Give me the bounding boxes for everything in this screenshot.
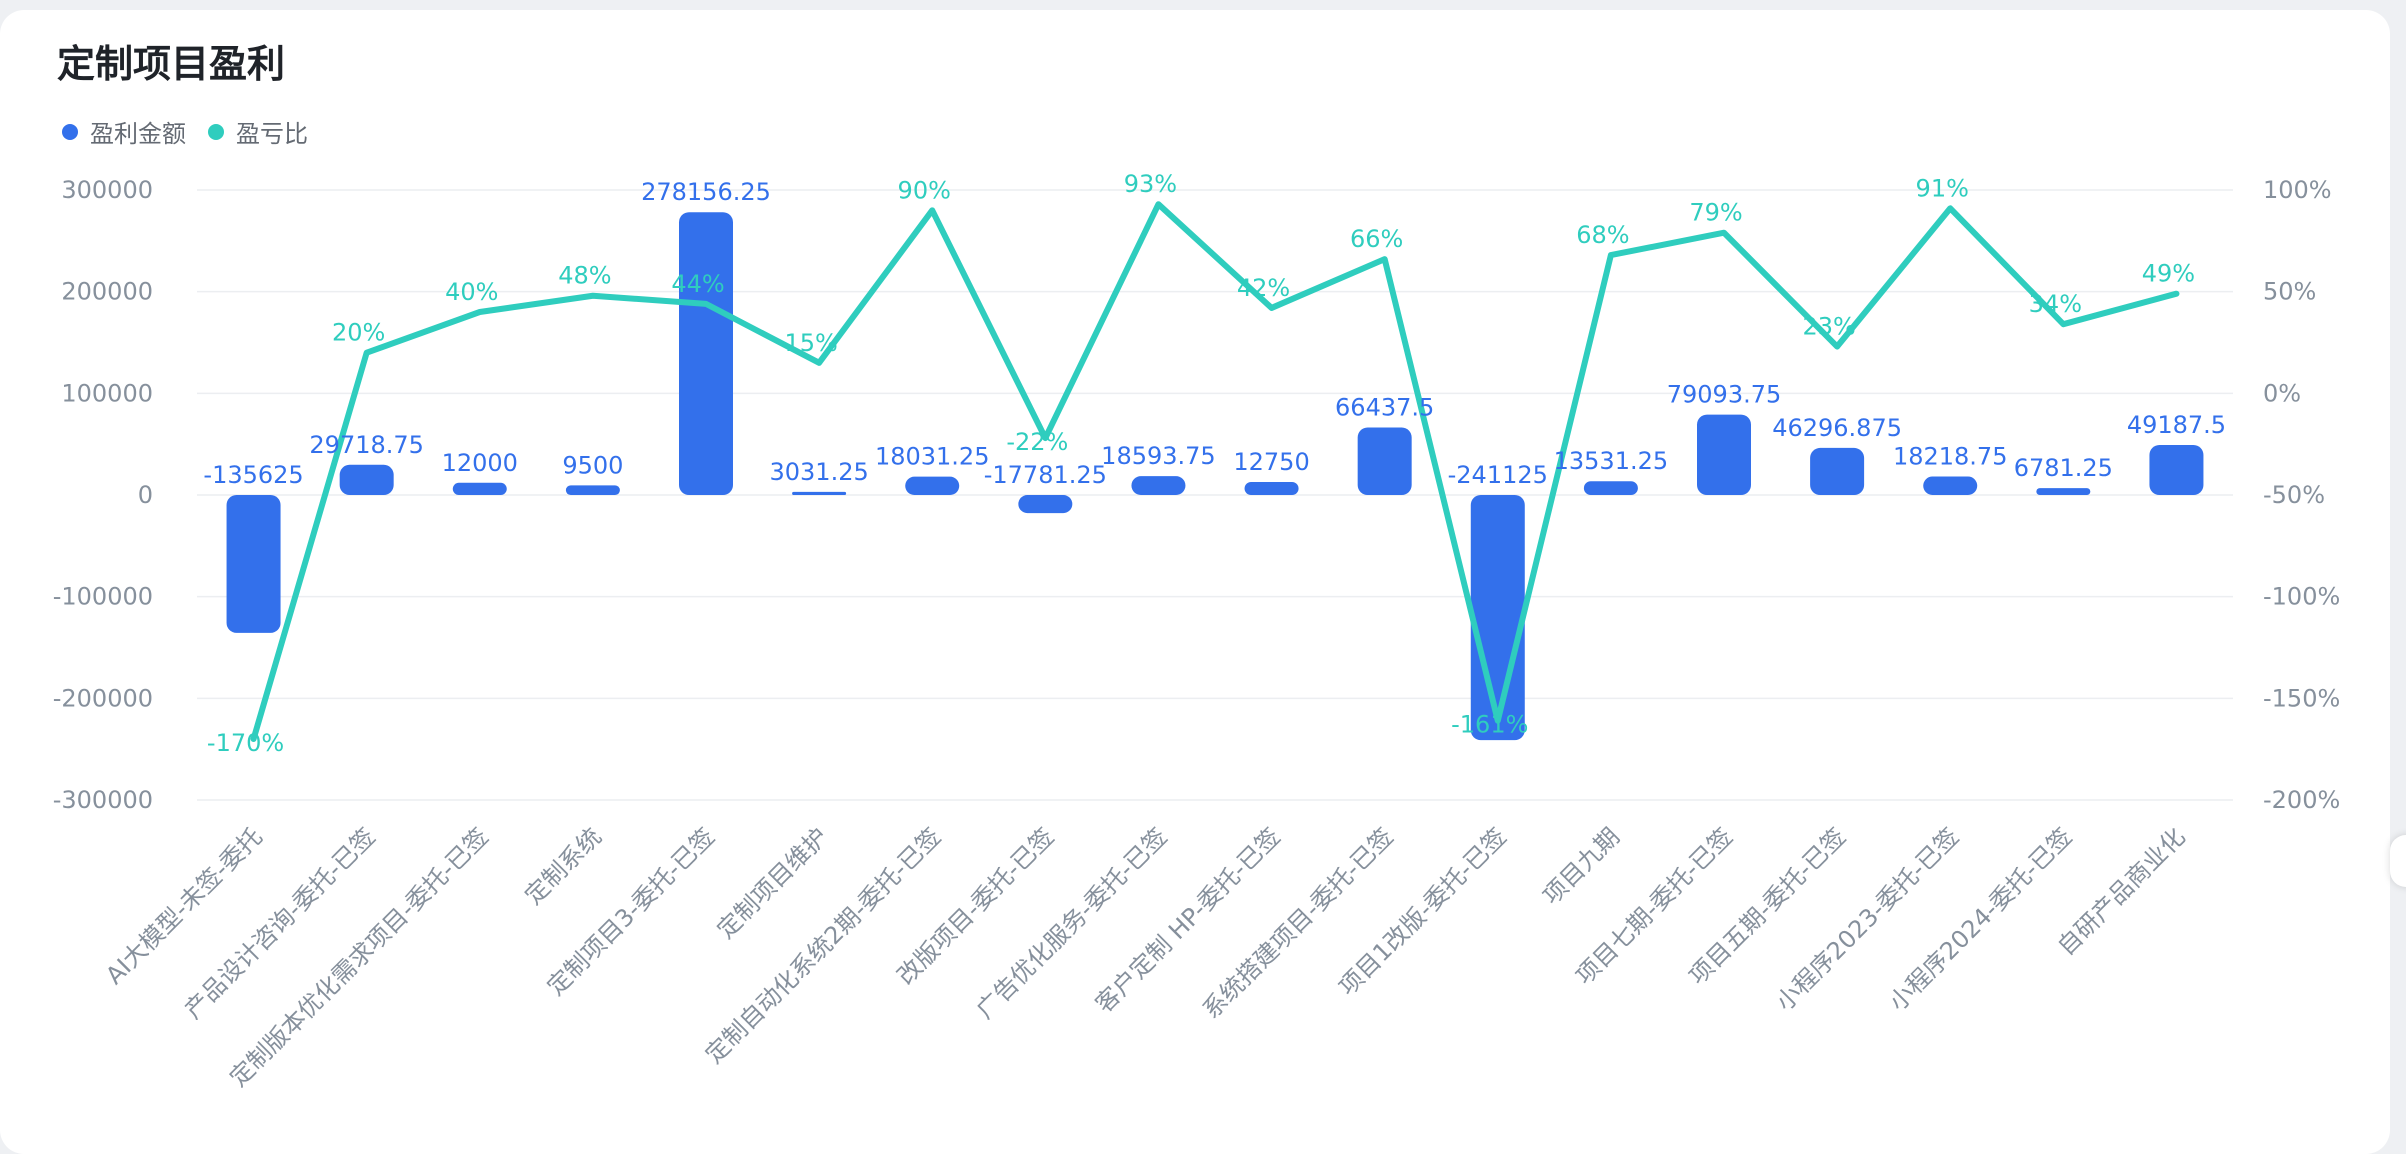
x-category-label: 定制自动化系统2期-委托-已签 — [700, 822, 946, 1068]
ratio-value-label: 23% — [1802, 313, 1855, 341]
bar — [1131, 476, 1186, 495]
ratio-value-label: 34% — [2029, 290, 2082, 318]
ratio-value-label: 15% — [784, 329, 837, 357]
x-category-label: 广告优化服务-委托-已签 — [971, 822, 1173, 1024]
bar — [1923, 476, 1978, 495]
bar-value-label: 79093.75 — [1667, 381, 1782, 409]
y-left-tick-label: 0 — [138, 481, 153, 509]
ratio-value-label: 44% — [671, 270, 724, 298]
ratio-value-label: 20% — [332, 319, 385, 347]
ratio-value-label: 49% — [2142, 260, 2195, 288]
bar-value-label: 18218.75 — [1893, 442, 2008, 470]
bar-value-label: 66437.5 — [1335, 393, 1434, 421]
bar-value-label: 18593.75 — [1101, 442, 1216, 470]
bar-value-label: 13531.25 — [1554, 447, 1669, 475]
y-left-tick-label: -100000 — [53, 583, 153, 611]
bar-value-label: 9500 — [562, 451, 623, 479]
bar-value-label: -17781.25 — [984, 461, 1107, 489]
bar-value-label: 29718.75 — [309, 431, 424, 459]
y-right-tick-label: 100% — [2263, 176, 2332, 204]
bar-value-label: 6781.25 — [2014, 454, 2113, 482]
y-left-tick-label: -200000 — [53, 684, 153, 712]
y-left-tick-label: 300000 — [61, 176, 153, 204]
ratio-value-label: -161% — [1451, 711, 1528, 739]
bar — [1244, 482, 1299, 495]
ratio-value-label: 91% — [1916, 174, 1969, 202]
y-right-tick-label: -150% — [2263, 684, 2340, 712]
side-drawer-handle[interactable] — [2390, 835, 2406, 887]
bar — [1697, 414, 1751, 495]
legend-label-profit: 盈利金额 — [90, 120, 186, 148]
ratio-line — [250, 201, 2180, 742]
chart-card: 定制项目盈利 盈利金额 盈亏比 — [0, 10, 2390, 1154]
bar-value-label: -241125 — [1448, 461, 1548, 489]
legend-dot-ratio — [208, 123, 224, 140]
y-left-tick-label: 200000 — [61, 278, 153, 306]
bar-value-label: 49187.5 — [2127, 411, 2226, 439]
bar — [1470, 495, 1525, 741]
bar-value-label: 46296.875 — [1772, 414, 1902, 442]
x-category-label: 产品设计咨询-委托-已签 — [179, 822, 381, 1024]
ratio-value-label: 79% — [1689, 199, 1742, 227]
bar — [452, 482, 507, 495]
x-category-label: 定制系统 — [519, 822, 607, 910]
bar — [679, 212, 733, 495]
x-category-label: 小程序2023-委托-已签 — [1770, 822, 1964, 1016]
bar-value-label: 3031.25 — [769, 458, 868, 486]
ratio-value-label: 42% — [1237, 274, 1290, 302]
ratio-value-label: 66% — [1350, 225, 1403, 253]
ratio-value-label: 40% — [445, 278, 498, 306]
y-right-tick-label: 50% — [2263, 278, 2316, 306]
bar-value-label: 12750 — [1233, 448, 1309, 476]
y-right-tick-label: -100% — [2263, 583, 2340, 611]
bar — [2036, 488, 2091, 495]
bar — [1810, 447, 1865, 495]
x-category-label: 定制项目维护 — [712, 822, 834, 944]
chart-title: 定制项目盈利 — [57, 42, 286, 86]
ratio-value-label: 93% — [1124, 170, 1177, 198]
x-category-label: 项目九期 — [1537, 822, 1625, 910]
x-category-label: 客户定制 HP-委托-已签 — [1090, 822, 1286, 1018]
y-right-tick-label: -200% — [2263, 786, 2340, 814]
y-left-tick-label: 100000 — [61, 379, 153, 407]
bar — [792, 491, 847, 495]
y-left-tick-label: -300000 — [53, 786, 153, 814]
x-category-label: 小程序2024-委托-已签 — [1884, 822, 2078, 1016]
bar — [1583, 481, 1638, 495]
legend-item-ratio[interactable]: 盈亏比 — [208, 114, 308, 149]
y-right-tick-label: 0% — [2263, 379, 2301, 407]
ratio-value-label: -170% — [207, 729, 284, 757]
bar-value-label: -135625 — [203, 461, 303, 489]
bar — [565, 485, 620, 495]
bar-value-label: 278156.25 — [641, 178, 771, 206]
bar — [905, 476, 960, 495]
ratio-value-label: 90% — [898, 176, 951, 204]
y-right-tick-label: -50% — [2263, 481, 2325, 509]
legend-dot-profit — [62, 123, 78, 140]
bar — [1018, 495, 1073, 514]
ratio-value-label: 48% — [558, 262, 611, 290]
x-category-label: 系统搭建项目-委托-已签 — [1197, 822, 1399, 1024]
bar — [226, 495, 281, 633]
ratio-value-label: 68% — [1576, 221, 1629, 249]
legend-item-profit[interactable]: 盈利金额 — [62, 114, 186, 149]
ratio-value-label: -22% — [1006, 428, 1068, 456]
bar — [2149, 444, 2204, 495]
chart-legend: 盈利金额 盈亏比 — [62, 114, 330, 149]
bar-value-label: 18031.25 — [875, 443, 990, 471]
bar — [1357, 427, 1412, 495]
bar-value-label: 12000 — [442, 449, 518, 477]
legend-label-ratio: 盈亏比 — [236, 120, 308, 148]
bar — [339, 464, 394, 495]
